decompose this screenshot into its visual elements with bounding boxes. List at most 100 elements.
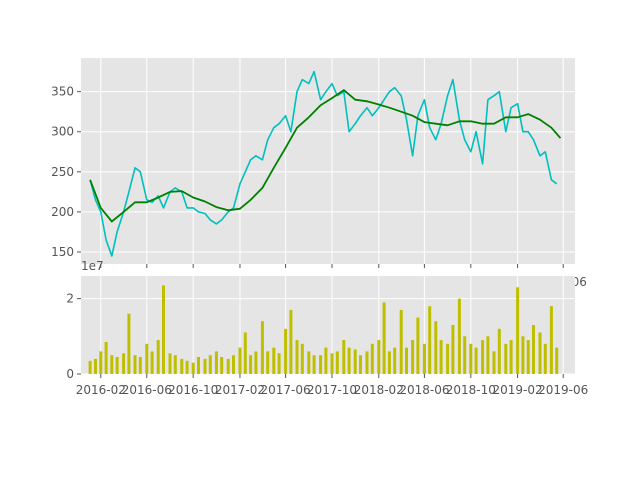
volume-bar <box>226 358 230 374</box>
volume-bar <box>324 347 328 374</box>
price-x-axis: 06 <box>100 264 587 289</box>
volume-bar <box>382 302 386 374</box>
moving-average-line <box>89 89 562 223</box>
volume-bar <box>347 347 351 374</box>
volume-y-tick-label: 2 <box>66 292 74 306</box>
volume-bar <box>463 336 467 374</box>
volume-x-tick-label: 2017-06 <box>261 383 311 397</box>
volume-x-tick-label: 2016-02 <box>76 383 126 397</box>
volume-bar <box>243 332 247 374</box>
volume-bar <box>399 309 403 374</box>
volume-bar <box>516 287 520 374</box>
volume-bar <box>549 306 553 374</box>
volume-plot-background <box>81 276 575 374</box>
volume-bar <box>104 342 108 374</box>
volume-bar <box>180 358 184 374</box>
volume-offset-label: 1e7 <box>81 259 104 273</box>
volume-bar <box>405 347 408 374</box>
volume-bar <box>377 340 381 374</box>
volume-bar <box>555 347 559 374</box>
volume-bar <box>127 313 131 374</box>
volume-bar <box>133 355 137 374</box>
volume-bar <box>330 353 334 374</box>
volume-bar <box>538 332 542 374</box>
volume-bar <box>446 343 450 374</box>
volume-bar <box>249 355 253 374</box>
volume-bar <box>457 298 461 374</box>
volume-bar <box>260 321 264 374</box>
volume-bar <box>393 347 397 374</box>
volume-x-tick-label: 2018-06 <box>399 383 449 397</box>
volume-bar <box>277 353 281 374</box>
volume-bar <box>504 343 508 374</box>
volume-bar <box>173 355 177 374</box>
volume-bar <box>411 340 415 374</box>
volume-x-axis: 2016-022016-062016-102017-022017-062017-… <box>76 374 588 397</box>
volume-bar <box>203 358 207 374</box>
price-y-tick-label: 200 <box>51 205 74 219</box>
volume-bar <box>145 343 149 374</box>
volume-x-tick-label: 2017-02 <box>215 383 265 397</box>
volume-bar <box>94 358 97 374</box>
volume-bar <box>284 328 288 374</box>
volume-bars <box>88 285 559 374</box>
price-y-tick-label: 300 <box>51 125 74 139</box>
volume-bar <box>122 353 126 374</box>
volume-bar <box>335 351 339 374</box>
volume-bar <box>295 340 299 374</box>
volume-bar <box>208 355 212 374</box>
volume-bar <box>481 340 485 374</box>
volume-x-tick-label: 2018-10 <box>446 383 496 397</box>
volume-bar <box>88 360 92 374</box>
volume-bar <box>238 347 242 374</box>
volume-bar <box>422 343 426 374</box>
volume-bar <box>474 347 478 374</box>
volume-x-tick-label: 2019-06 <box>538 383 588 397</box>
volume-bar <box>138 357 142 374</box>
price-series <box>89 70 562 257</box>
volume-bar <box>387 351 391 374</box>
volume-bar <box>220 357 224 374</box>
volume-bar <box>312 355 316 374</box>
volume-bar <box>197 357 200 374</box>
volume-bar <box>434 321 438 374</box>
volume-bar <box>115 357 119 374</box>
price-panel: 150 200 250 300 350 06 <box>51 58 587 289</box>
volume-bar <box>342 340 346 374</box>
volume-bar <box>191 362 195 374</box>
volume-bar <box>509 340 513 374</box>
volume-bar <box>110 355 114 374</box>
volume-bar <box>543 343 547 374</box>
volume-x-tick-label: 2017-10 <box>307 383 357 397</box>
volume-bar <box>168 353 172 374</box>
price-y-axis: 150 200 250 300 350 <box>51 85 81 259</box>
volume-bar <box>254 351 258 374</box>
price-line <box>89 70 558 257</box>
volume-y-tick-label: 0 <box>66 367 74 381</box>
volume-bar <box>266 351 270 374</box>
volume-panel: 02 2016-022016-062016-102017-022017-0620… <box>66 259 588 397</box>
volume-bar <box>353 349 357 374</box>
volume-bar <box>365 351 369 374</box>
volume-bar <box>214 351 218 374</box>
volume-bar <box>99 351 103 374</box>
volume-bar <box>370 343 374 374</box>
volume-bar <box>185 360 189 374</box>
volume-x-tick-label: 2016-06 <box>122 383 172 397</box>
price-y-tick-label: 150 <box>51 245 74 259</box>
volume-bar <box>486 336 490 374</box>
volume-bar <box>521 336 525 374</box>
volume-bar <box>532 325 535 374</box>
price-x-tick-label: 06 <box>572 275 587 289</box>
volume-x-tick-label: 2019-02 <box>493 383 543 397</box>
volume-x-tick-label: 2018-02 <box>354 383 404 397</box>
volume-bar <box>272 347 276 374</box>
volume-bar <box>428 306 432 374</box>
volume-bar <box>156 340 160 374</box>
volume-bar <box>232 355 235 374</box>
price-plot-background <box>81 58 575 264</box>
volume-bar <box>319 355 323 374</box>
volume-bar <box>359 355 362 374</box>
volume-x-tick-label: 2016-10 <box>168 383 218 397</box>
volume-bar <box>451 325 455 374</box>
